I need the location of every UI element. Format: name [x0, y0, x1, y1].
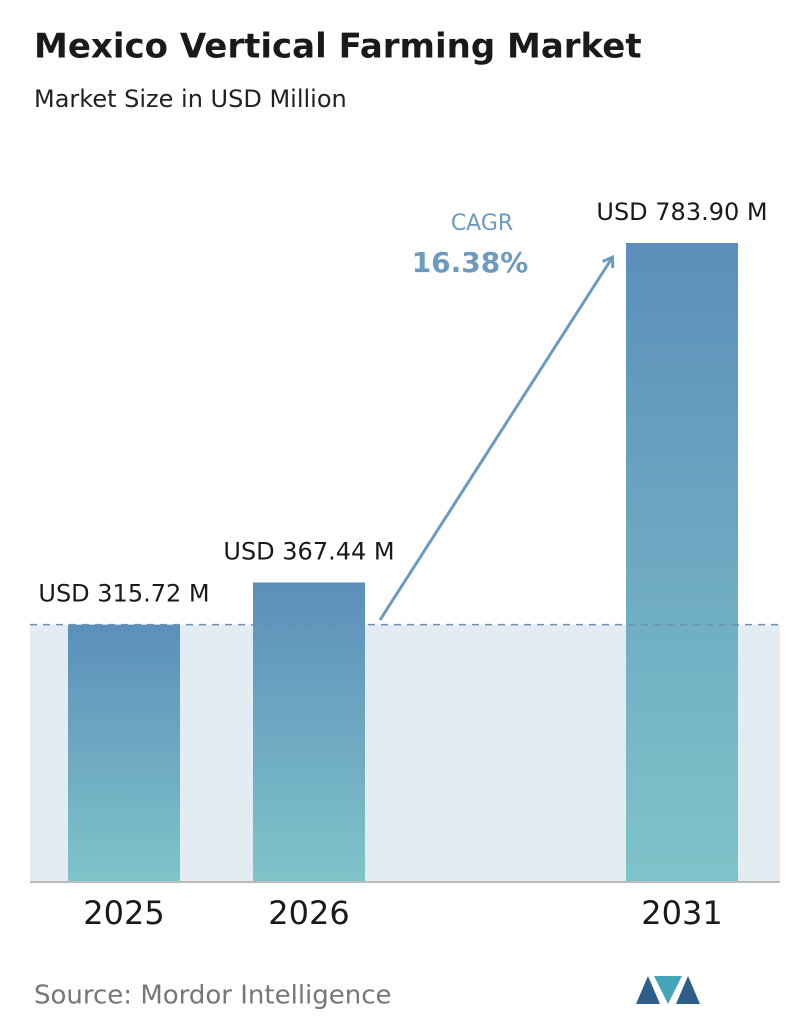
logo: [636, 976, 700, 1004]
plot-area: USD 315.72 M 2025 USD 367.44 M 2026 USD 783.…: [30, 198, 780, 932]
source: Source: Mordor Intelligence: [34, 981, 392, 1011]
x-tick-label: 2031: [641, 894, 722, 932]
x-tick-label: 2026: [268, 894, 349, 932]
chart-title: Mexico Vertical Farming Market: [34, 27, 642, 67]
bar: [68, 624, 180, 882]
bar: [253, 582, 365, 882]
cagr-label: CAGR: [451, 211, 513, 236]
chart-subtitle: Market Size in USD Million: [34, 85, 347, 113]
value-label: USD 367.44 M: [223, 537, 394, 565]
bar: [626, 243, 738, 882]
value-label: USD 315.72 M: [38, 580, 209, 608]
value-label: USD 783.90 M: [596, 198, 767, 226]
cagr-arrow: [378, 258, 612, 621]
cagr-value: 16.38%: [412, 246, 529, 279]
x-tick-label: 2025: [83, 894, 164, 932]
